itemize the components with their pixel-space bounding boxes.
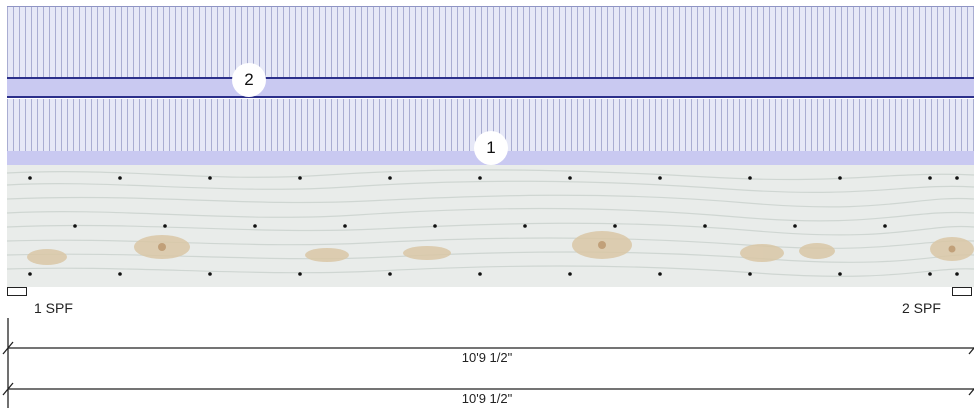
right-end-label: 2 SPF [902, 300, 941, 316]
left-end-marker [7, 287, 27, 296]
fastener-dot [118, 272, 122, 276]
fastener-dot [748, 272, 752, 276]
fastener-dot [883, 224, 887, 228]
fastener-dot [478, 272, 482, 276]
fastener-dot [568, 176, 572, 180]
fastener-dot [793, 224, 797, 228]
fastener-dot [28, 272, 32, 276]
fastener-dot [388, 272, 392, 276]
top-striped-layer [7, 6, 974, 78]
fastener-dot [658, 272, 662, 276]
fastener-dot [955, 272, 959, 276]
fastener-dot [838, 272, 842, 276]
fastener-dots [28, 176, 959, 276]
middle-striped-layer [7, 99, 974, 151]
fastener-dot [343, 224, 347, 228]
right-end-marker [952, 287, 972, 296]
fastener-dot [928, 272, 932, 276]
fastener-dot [253, 224, 257, 228]
layer-2-marker[interactable]: 2 [232, 63, 266, 97]
dimension-lines [2, 318, 974, 408]
layer-1-marker[interactable]: 1 [474, 131, 508, 165]
fastener-dot [523, 224, 527, 228]
fastener-dot [955, 176, 959, 180]
fastener-dot [388, 176, 392, 180]
fastener-dot [118, 176, 122, 180]
fastener-dot [73, 224, 77, 228]
wood-grain-texture [7, 169, 974, 277]
fastener-dot [433, 224, 437, 228]
fastener-dot [298, 272, 302, 276]
left-end-label: 1 SPF [34, 300, 73, 316]
fastener-dot [613, 224, 617, 228]
fastener-dot [163, 224, 167, 228]
fastener-dot [928, 176, 932, 180]
wood-board [7, 165, 974, 287]
fastener-dot [658, 176, 662, 180]
fastener-dot [28, 176, 32, 180]
fastener-dot [298, 176, 302, 180]
fastener-dot [748, 176, 752, 180]
fastener-dot [208, 272, 212, 276]
dimension-label-2: 10'9 1/2" [461, 391, 513, 406]
fastener-dot [478, 176, 482, 180]
fastener-dot [703, 224, 707, 228]
layer-2-band [7, 77, 974, 98]
fastener-dot [838, 176, 842, 180]
fastener-dot [568, 272, 572, 276]
fastener-dot [208, 176, 212, 180]
dimension-label-1: 10'9 1/2" [461, 350, 513, 365]
